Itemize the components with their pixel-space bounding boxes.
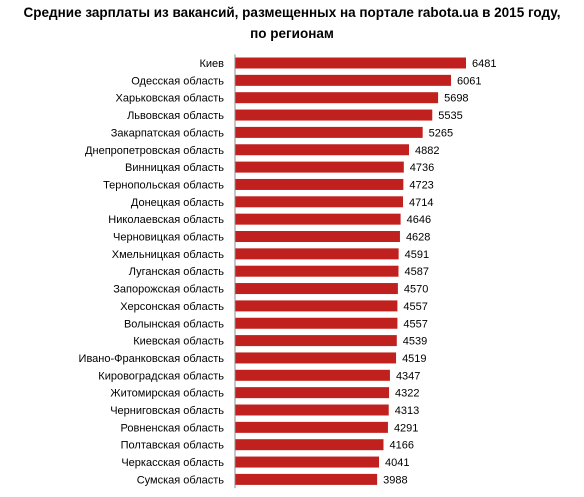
category-label: Закарпатская область bbox=[111, 127, 224, 139]
category-label: Киевская область bbox=[133, 336, 224, 348]
category-label: Днепропетровская область bbox=[85, 145, 224, 157]
bar bbox=[235, 283, 398, 295]
bar bbox=[235, 92, 439, 104]
bar bbox=[235, 439, 384, 451]
bar bbox=[235, 231, 400, 242]
category-label: Хмельницкая область bbox=[112, 249, 225, 261]
value-label: 4570 bbox=[404, 284, 428, 296]
value-label: 4539 bbox=[403, 336, 427, 348]
bar bbox=[235, 178, 404, 190]
category-label: Одесская область bbox=[131, 75, 224, 87]
category-label: Донецкая область bbox=[131, 197, 224, 209]
category-label: Киев bbox=[199, 58, 224, 70]
bar bbox=[235, 161, 404, 173]
value-label: 4557 bbox=[403, 318, 427, 330]
bar bbox=[235, 196, 404, 208]
value-label: 4736 bbox=[410, 162, 434, 174]
value-label: 6481 bbox=[472, 58, 496, 70]
category-label: Харьковская область bbox=[116, 93, 225, 105]
category-label: Волынская область bbox=[124, 318, 224, 330]
bar bbox=[235, 456, 380, 468]
bar bbox=[235, 335, 397, 347]
bar bbox=[235, 369, 390, 381]
category-labels-group: Киев Одесская область Харьковская область Л… bbox=[79, 58, 225, 486]
bar bbox=[235, 300, 398, 312]
category-label: Черновицкая область bbox=[113, 232, 224, 244]
bar bbox=[235, 126, 423, 138]
category-label: Луганская область bbox=[129, 266, 224, 278]
value-label: 4347 bbox=[396, 370, 420, 382]
value-label: 4882 bbox=[415, 145, 439, 157]
category-label: Винницкая область bbox=[125, 162, 224, 174]
bar bbox=[235, 265, 399, 277]
value-label: 4322 bbox=[395, 388, 419, 400]
value-label: 3988 bbox=[383, 474, 407, 486]
value-label: 4041 bbox=[385, 457, 409, 469]
category-label: Ивано-Франковская область bbox=[79, 353, 225, 365]
value-label: 4166 bbox=[389, 440, 413, 452]
value-label: 4291 bbox=[394, 422, 418, 434]
bar bbox=[235, 57, 466, 69]
value-label: 4313 bbox=[395, 405, 419, 417]
bar bbox=[235, 248, 399, 260]
value-label: 5535 bbox=[438, 110, 462, 122]
chart-subtitle: по регионам bbox=[250, 26, 334, 41]
value-label: 4519 bbox=[402, 353, 426, 365]
bar bbox=[235, 387, 390, 399]
value-label: 5698 bbox=[444, 93, 468, 105]
value-label: 4714 bbox=[409, 197, 433, 209]
value-label: 4587 bbox=[404, 266, 428, 278]
bar bbox=[235, 352, 397, 364]
value-label: 4628 bbox=[406, 232, 430, 244]
category-label: Ровненская область bbox=[121, 422, 225, 434]
category-label: Черкасская область bbox=[121, 457, 224, 469]
value-label: 4723 bbox=[409, 179, 433, 191]
category-label: Житомирская область bbox=[110, 388, 224, 400]
category-label: Тернопольская область bbox=[103, 179, 224, 191]
bar bbox=[235, 317, 398, 329]
chart-title: Средние зарплаты из вакансий, размещенны… bbox=[23, 5, 561, 20]
category-label: Запорожская область bbox=[113, 284, 224, 296]
category-label: Кировоградская область bbox=[98, 370, 224, 382]
category-label: Херсонская область bbox=[120, 301, 224, 313]
bar bbox=[235, 404, 389, 416]
bar bbox=[235, 109, 433, 121]
chart-title-block: Средние зарплаты из вакансий, размещенны… bbox=[0, 2, 584, 44]
bar bbox=[235, 213, 401, 225]
value-label: 5265 bbox=[429, 127, 453, 139]
bar bbox=[235, 473, 378, 485]
bar bbox=[235, 421, 388, 433]
value-labels-group: 6481 6061 5698 5535 5265 4882 4736 4723 4714 4646… bbox=[383, 58, 496, 486]
category-label: Львовская область bbox=[127, 110, 224, 122]
value-label: 4646 bbox=[407, 214, 431, 226]
category-label: Полтавская область bbox=[121, 440, 225, 452]
value-label: 4591 bbox=[405, 249, 429, 261]
bar bbox=[235, 144, 410, 156]
category-label: Николаевская область bbox=[108, 214, 224, 226]
category-label: Черниговская область bbox=[110, 405, 224, 417]
value-label: 6061 bbox=[457, 75, 481, 87]
bars-group bbox=[235, 57, 466, 485]
category-label: Сумская область bbox=[137, 474, 225, 486]
bar bbox=[235, 74, 452, 86]
value-label: 4557 bbox=[403, 301, 427, 313]
